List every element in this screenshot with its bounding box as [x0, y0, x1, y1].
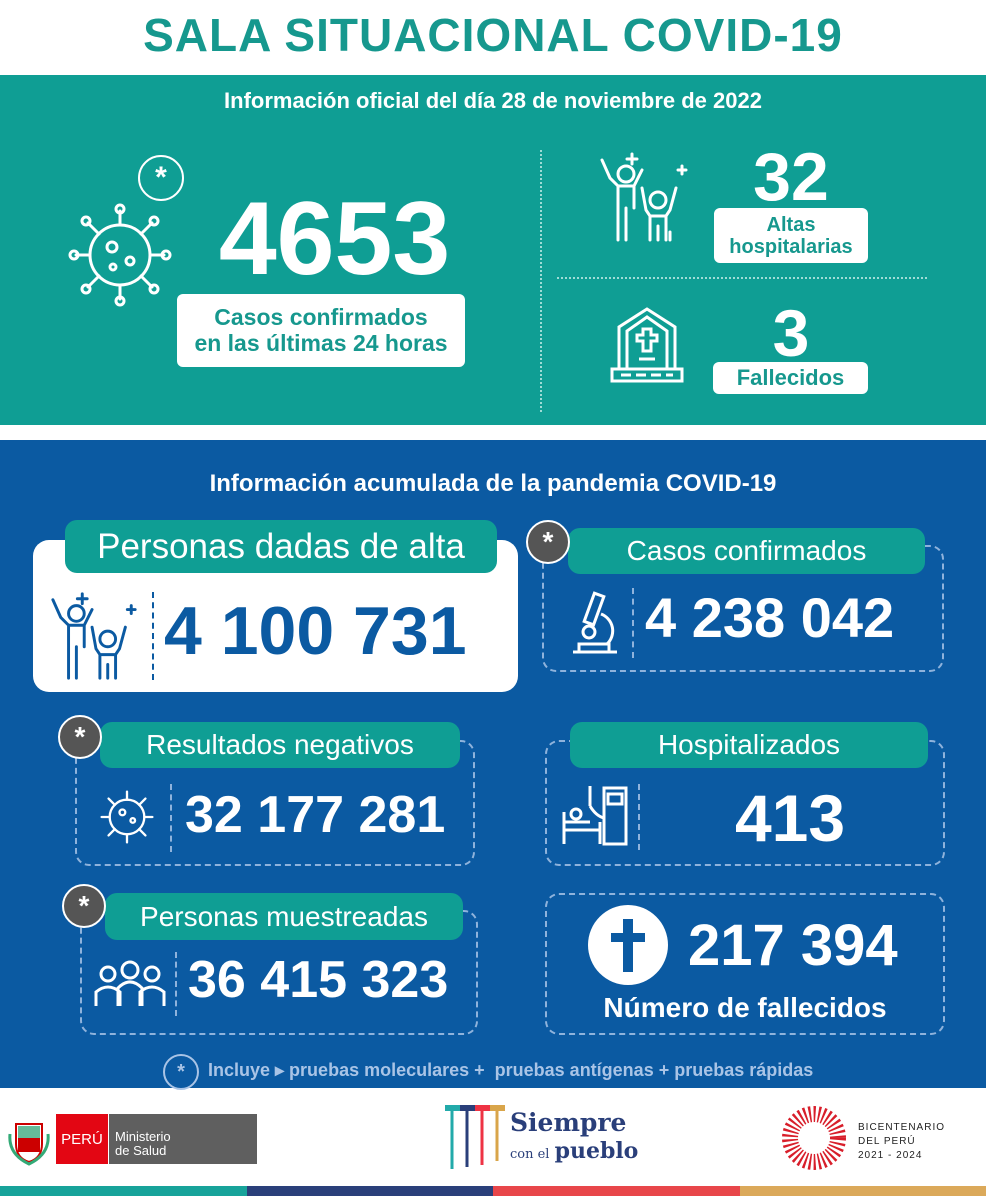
daily-cases-label: Casos confirmados en las últimas 24 horas — [177, 294, 465, 367]
ministry-line2: de Salud — [115, 1143, 167, 1159]
peru-coat-of-arms-logo — [8, 1123, 50, 1166]
sampled-value: 36 415 323 — [188, 951, 449, 1009]
celebrating-people-icon — [51, 592, 137, 680]
slogan-line2a: con el — [510, 1147, 550, 1162]
asterisk-icon: * — [58, 715, 102, 759]
daily-deaths-label: Fallecidos — [713, 362, 868, 394]
bicent-line1: BICENTENARIO — [858, 1122, 946, 1133]
daily-cases-label-line1: Casos confirmados — [214, 304, 428, 331]
bicentenario-logo — [782, 1106, 846, 1170]
slogan-line1: Siempre — [510, 1108, 627, 1137]
daily-cases-label-line2: en las últimas 24 horas — [194, 329, 448, 356]
virus-icon — [100, 790, 154, 844]
negative-value: 32 177 281 — [185, 786, 446, 844]
cross-icon — [588, 905, 668, 985]
daily-discharges-value: 32 — [753, 139, 829, 215]
microscope-icon — [573, 591, 617, 654]
sampled-label: Personas muestreadas — [105, 893, 463, 940]
asterisk-icon: * — [526, 520, 570, 564]
color-bar — [0, 1186, 986, 1196]
deaths-card — [545, 893, 945, 1035]
daily-cases-value: 4653 — [218, 181, 451, 297]
divider — [557, 277, 927, 279]
divider — [152, 592, 154, 680]
virus-icon — [68, 203, 172, 307]
negative-label: Resultados negativos — [100, 722, 460, 768]
bicent-line3: 2021 - 2024 — [858, 1150, 923, 1161]
ministry-line1: Ministerio — [115, 1129, 171, 1144]
confirmed-value: 4 238 042 — [645, 586, 895, 649]
slogan-line2: con el pueblo — [510, 1138, 638, 1164]
divider — [632, 588, 634, 658]
group-people-icon — [94, 960, 166, 1006]
daily-discharges-label: Altas hospitalarias — [714, 208, 868, 263]
confirmed-label: Casos confirmados — [568, 528, 925, 574]
daily-deaths-value: 3 — [772, 296, 810, 370]
divider — [540, 150, 542, 412]
discharged-label: Personas dadas de alta — [65, 520, 497, 573]
tombstone-icon — [610, 307, 684, 383]
hospitalized-label: Hospitalizados — [570, 722, 928, 768]
daily-heading: Información oficial del día 28 de noviem… — [224, 88, 762, 113]
hospital-bed-icon — [562, 786, 628, 846]
bicentenario-text: BICENTENARIO DEL PERÚ 2021 - 2024 — [858, 1121, 945, 1163]
footnote: Incluye ▸ pruebas moleculares + pruebas … — [208, 1060, 814, 1080]
slogan-line2b: pueblo — [554, 1138, 639, 1164]
divider — [638, 784, 640, 850]
siempre-logo-threads — [445, 1105, 505, 1169]
daily-discharges-label-line1: Altas — [766, 213, 816, 236]
discharged-value: 4 100 731 — [164, 593, 467, 669]
celebrating-people-icon — [600, 152, 688, 242]
asterisk-icon: * — [62, 884, 106, 928]
hospitalized-value: 413 — [734, 781, 846, 855]
deaths-label: Número de fallecidos — [603, 992, 887, 1023]
asterisk-icon: * — [138, 155, 184, 201]
peru-logo: PERÚ — [56, 1114, 108, 1164]
cumulative-heading: Información acumulada de la pandemia COV… — [209, 470, 777, 497]
ministry-logo: Ministerio de Salud — [109, 1114, 257, 1164]
bicent-line2: DEL PERÚ — [858, 1136, 916, 1147]
asterisk-icon: * — [163, 1054, 199, 1090]
daily-discharges-label-line2: hospitalarias — [729, 235, 853, 258]
divider — [175, 952, 177, 1016]
deaths-value: 217 394 — [688, 913, 898, 978]
divider — [170, 784, 172, 852]
page-title: SALA SITUACIONAL COVID-19 — [143, 9, 843, 61]
